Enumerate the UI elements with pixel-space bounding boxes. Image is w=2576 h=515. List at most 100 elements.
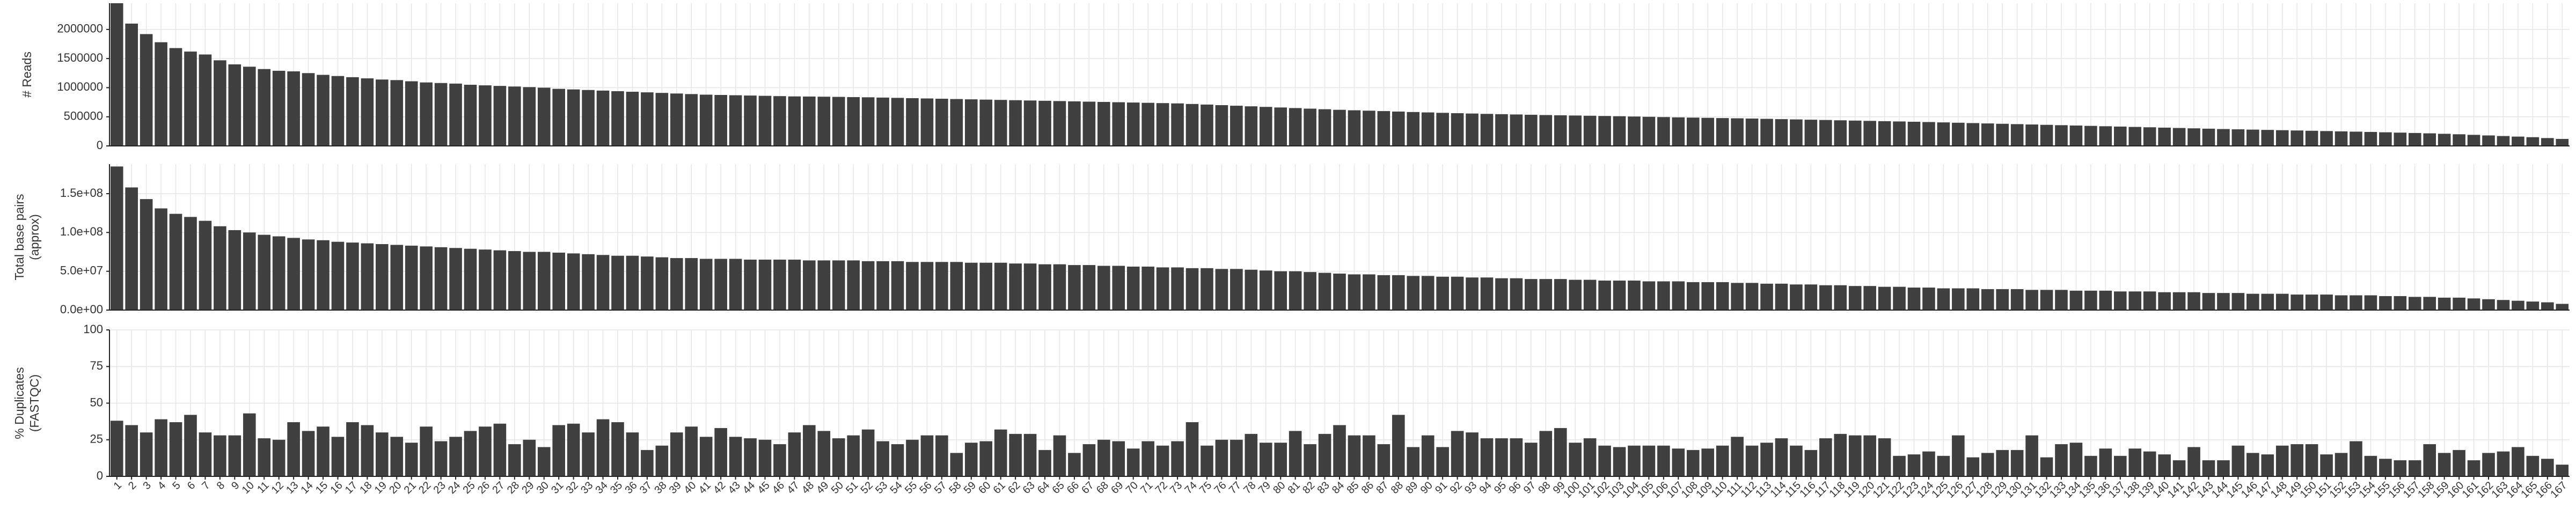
bar bbox=[2025, 124, 2038, 146]
bar bbox=[2334, 295, 2348, 310]
bar bbox=[2084, 126, 2097, 146]
bar bbox=[920, 98, 934, 146]
bar bbox=[2187, 292, 2200, 310]
bar bbox=[832, 97, 845, 146]
bar bbox=[1819, 285, 1832, 310]
bar bbox=[2512, 136, 2524, 146]
bar bbox=[110, 3, 123, 146]
bar bbox=[1907, 454, 1921, 476]
bar bbox=[228, 435, 241, 476]
bar bbox=[2438, 453, 2451, 476]
bar bbox=[464, 85, 477, 146]
x-tick-label: 5 bbox=[170, 480, 182, 492]
bar bbox=[1583, 115, 1597, 146]
bar bbox=[2423, 133, 2436, 146]
bar bbox=[1038, 100, 1051, 146]
bar bbox=[1185, 268, 1199, 310]
x-tick-label: 3 bbox=[141, 480, 153, 492]
bar bbox=[1628, 445, 1641, 476]
bar bbox=[1097, 102, 1110, 146]
bar bbox=[1230, 439, 1243, 476]
bar bbox=[1392, 275, 1405, 310]
x-tick-label: 4 bbox=[156, 480, 168, 492]
bar bbox=[847, 435, 860, 476]
bar bbox=[2010, 124, 2024, 146]
bar bbox=[1893, 455, 1906, 476]
bar bbox=[155, 42, 167, 146]
bar bbox=[1068, 453, 1081, 476]
bar bbox=[1745, 283, 1759, 310]
bar bbox=[1760, 119, 1773, 146]
bar bbox=[1510, 114, 1523, 146]
bar bbox=[1156, 267, 1169, 310]
bar bbox=[1893, 286, 1906, 310]
bar bbox=[1318, 433, 1331, 476]
bar bbox=[1525, 279, 1538, 310]
bar bbox=[1907, 121, 1921, 146]
bar bbox=[1436, 447, 1449, 476]
bar bbox=[758, 439, 772, 476]
bar bbox=[1716, 282, 1729, 310]
bar bbox=[1996, 123, 2009, 146]
bar bbox=[2217, 129, 2230, 146]
bar bbox=[405, 81, 418, 146]
bar bbox=[1510, 278, 1523, 310]
bar bbox=[744, 95, 757, 146]
bar bbox=[2512, 300, 2524, 310]
bar bbox=[1141, 266, 1154, 310]
bar bbox=[1304, 272, 1316, 310]
bar bbox=[552, 252, 566, 310]
bar bbox=[1038, 450, 1051, 476]
bar bbox=[390, 245, 404, 310]
bar bbox=[2364, 295, 2377, 310]
bar bbox=[1112, 441, 1125, 476]
bar bbox=[2350, 131, 2362, 146]
bar bbox=[1510, 438, 1523, 476]
bar bbox=[243, 67, 256, 146]
bar bbox=[2350, 441, 2362, 476]
bar bbox=[935, 435, 948, 476]
bar bbox=[817, 431, 831, 476]
bar bbox=[2261, 130, 2274, 146]
bar bbox=[1392, 415, 1405, 476]
bar bbox=[479, 426, 492, 476]
bar bbox=[861, 97, 875, 146]
bar bbox=[729, 95, 742, 146]
bar bbox=[1569, 115, 1582, 146]
bar bbox=[1009, 100, 1022, 146]
bar bbox=[847, 97, 860, 146]
bar bbox=[1775, 283, 1788, 310]
bar bbox=[2482, 299, 2495, 310]
bar bbox=[2556, 138, 2569, 146]
bar bbox=[317, 75, 330, 146]
bar bbox=[582, 432, 595, 476]
bar bbox=[1863, 435, 1876, 476]
bar bbox=[1686, 450, 1700, 476]
bar bbox=[1745, 445, 1759, 476]
bar bbox=[1480, 114, 1494, 146]
bar bbox=[1716, 445, 1729, 476]
x-tick-label: 2 bbox=[126, 480, 138, 492]
bar bbox=[685, 94, 698, 146]
bar bbox=[2497, 136, 2510, 146]
bar bbox=[1966, 457, 1980, 476]
bar bbox=[1539, 115, 1553, 146]
bar bbox=[803, 260, 816, 310]
bar bbox=[2423, 444, 2436, 476]
y-axis-title: (approx) bbox=[27, 214, 41, 260]
bar bbox=[2025, 290, 2038, 310]
bar bbox=[2187, 447, 2200, 476]
bar bbox=[1215, 105, 1228, 146]
bar bbox=[1583, 438, 1597, 476]
bar bbox=[994, 429, 1007, 476]
bar bbox=[361, 78, 374, 146]
bar bbox=[1539, 431, 1553, 476]
y-tick-label: 2000000 bbox=[57, 22, 103, 35]
bar bbox=[1053, 435, 1066, 476]
bar bbox=[449, 248, 462, 310]
bar bbox=[2113, 291, 2127, 310]
bar bbox=[1952, 435, 1965, 476]
bar bbox=[2158, 292, 2171, 310]
bar bbox=[2408, 133, 2421, 146]
bar bbox=[964, 443, 978, 476]
